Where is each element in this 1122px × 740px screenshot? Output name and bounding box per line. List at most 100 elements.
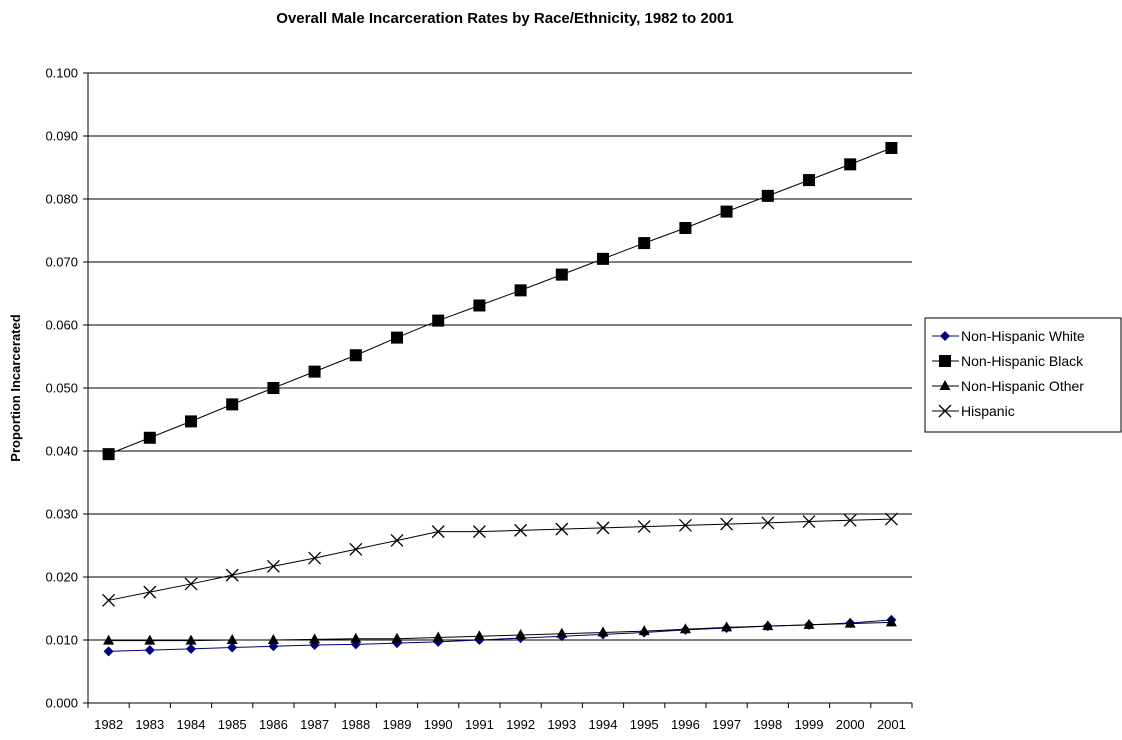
x-tick-label: 1991 bbox=[465, 717, 494, 732]
data-point bbox=[472, 525, 486, 539]
x-tick-label: 1996 bbox=[671, 717, 700, 732]
y-tick-label: 0.080 bbox=[45, 192, 78, 207]
data-point bbox=[226, 634, 238, 644]
x-tick-label: 1988 bbox=[341, 717, 370, 732]
legend-label: Hispanic bbox=[961, 403, 1015, 419]
y-tick-label: 0.010 bbox=[45, 633, 78, 648]
legend-item-non-hispanic-other: Non-Hispanic Other bbox=[932, 378, 1084, 394]
x-tick-label: 2001 bbox=[877, 717, 906, 732]
data-point bbox=[226, 398, 239, 411]
x-tick-label: 1985 bbox=[218, 717, 247, 732]
data-point bbox=[597, 252, 609, 265]
legend-box bbox=[924, 317, 1122, 433]
x-tick-label: 1984 bbox=[177, 717, 206, 732]
data-point bbox=[556, 627, 568, 638]
data-point bbox=[103, 634, 115, 645]
y-tick-label: 0.030 bbox=[45, 507, 78, 522]
y-tick-label: 0.000 bbox=[45, 696, 78, 711]
y-tick-label: 0.020 bbox=[45, 570, 78, 585]
y-tick-label: 0.070 bbox=[45, 255, 78, 270]
data-point bbox=[143, 431, 156, 444]
data-point bbox=[720, 205, 733, 218]
data-point bbox=[432, 631, 444, 642]
data-point bbox=[185, 634, 197, 645]
legend[interactable]: Non-Hispanic White Non-Hispanic Black Non-… bbox=[924, 317, 1122, 433]
data-point bbox=[844, 158, 857, 171]
data-point bbox=[762, 620, 774, 631]
y-axis-label: Proportion Incarcerated bbox=[8, 314, 23, 461]
data-point bbox=[555, 268, 568, 281]
legend-label: Non-Hispanic Black bbox=[961, 353, 1084, 369]
series-line bbox=[108, 147, 892, 455]
data-point bbox=[802, 515, 816, 529]
legend-label: Non-Hispanic White bbox=[961, 328, 1085, 344]
data-point bbox=[678, 518, 692, 532]
x-tick-label: 1992 bbox=[506, 717, 535, 732]
legend-label: Non-Hispanic Other bbox=[961, 378, 1084, 394]
x-tick-label: 1994 bbox=[589, 717, 618, 732]
data-point bbox=[885, 141, 898, 154]
data-point bbox=[637, 520, 651, 534]
data-point bbox=[186, 643, 196, 654]
data-point bbox=[309, 633, 321, 644]
data-point bbox=[431, 525, 445, 539]
data-point bbox=[638, 237, 651, 250]
data-point bbox=[308, 365, 321, 378]
x-tick-label: 1999 bbox=[795, 717, 824, 732]
data-point bbox=[390, 534, 404, 547]
data-point bbox=[266, 559, 280, 573]
series-hispanic bbox=[102, 512, 898, 607]
data-point bbox=[515, 628, 527, 639]
series-line bbox=[108, 518, 892, 601]
x-tick-label: 1993 bbox=[547, 717, 576, 732]
data-point bbox=[349, 349, 362, 362]
data-point bbox=[143, 585, 157, 599]
x-tick-label: 1983 bbox=[135, 717, 164, 732]
legend-marker bbox=[938, 404, 952, 418]
data-point bbox=[761, 189, 774, 202]
data-point bbox=[308, 551, 322, 565]
data-point bbox=[391, 331, 403, 344]
data-point bbox=[102, 448, 115, 461]
x-tick-label: 2000 bbox=[836, 717, 865, 732]
data-point bbox=[103, 646, 114, 657]
y-tick-label: 0.040 bbox=[45, 444, 78, 459]
data-point bbox=[843, 513, 857, 527]
data-point bbox=[597, 626, 609, 637]
data-point bbox=[473, 630, 485, 641]
data-point bbox=[349, 542, 363, 556]
x-tick-label: 1997 bbox=[712, 717, 741, 732]
x-axis-ticks: 1982 1983 1984 1985 1986 1987 1988 1989 1990 1991… bbox=[87, 703, 913, 732]
x-tick-label: 1998 bbox=[753, 717, 782, 732]
y-tick-label: 0.090 bbox=[45, 129, 78, 144]
series-line bbox=[108, 621, 892, 642]
data-point bbox=[184, 577, 198, 591]
series-layer bbox=[102, 141, 898, 657]
legend-marker bbox=[940, 331, 950, 341]
data-point bbox=[721, 621, 733, 632]
data-point bbox=[761, 516, 775, 530]
data-point bbox=[555, 522, 569, 536]
series-non-hispanic-black bbox=[102, 141, 898, 461]
data-point bbox=[225, 568, 239, 582]
data-point bbox=[844, 617, 856, 628]
data-point bbox=[720, 517, 734, 531]
legend-item-non-hispanic-white: Non-Hispanic White bbox=[932, 328, 1085, 344]
data-point bbox=[596, 521, 610, 535]
x-tick-label: 1990 bbox=[424, 717, 453, 732]
legend-marker bbox=[939, 380, 951, 390]
data-point bbox=[144, 634, 156, 645]
data-point bbox=[803, 174, 815, 187]
x-tick-label: 1987 bbox=[300, 717, 329, 732]
legend-item-hispanic: Hispanic bbox=[932, 403, 1015, 419]
data-point bbox=[227, 642, 238, 653]
data-point bbox=[267, 382, 280, 394]
data-point bbox=[267, 634, 279, 644]
y-tick-label: 0.100 bbox=[45, 66, 78, 81]
data-point bbox=[350, 632, 362, 643]
data-point bbox=[391, 632, 403, 643]
data-point bbox=[803, 618, 815, 629]
y-tick-label: 0.050 bbox=[45, 381, 78, 396]
data-point bbox=[185, 415, 197, 428]
